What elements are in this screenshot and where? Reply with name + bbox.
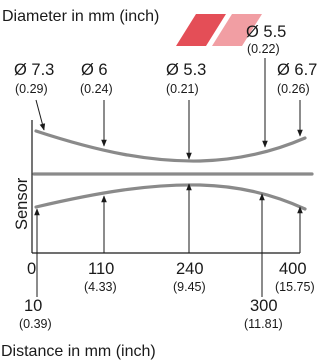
distance-sub-240: (9.45) xyxy=(173,280,206,294)
diameter-sub-4: (0.22) xyxy=(247,42,280,56)
watermark-logo xyxy=(176,14,262,46)
sensor-label: Sensor xyxy=(13,177,31,230)
distance-label-110: 110 xyxy=(88,260,114,278)
distance-axis-title: Distance in mm (inch) xyxy=(1,343,156,360)
diameter-label-4: Ø 5.5 xyxy=(246,23,286,41)
distance-label-10: 10 xyxy=(24,297,42,315)
diagram-title: Diameter in mm (inch) xyxy=(2,8,159,25)
distance-label-300: 300 xyxy=(250,297,278,315)
diameter-sub-5: (0.26) xyxy=(277,82,310,96)
diameter-label-2: Ø 6 xyxy=(81,61,108,79)
distance-sub-10: (0.39) xyxy=(19,317,52,331)
distance-label-0: 0 xyxy=(27,260,36,278)
distance-label-240: 240 xyxy=(176,260,204,278)
distance-sub-110: (4.33) xyxy=(84,280,117,294)
beam-upper-edge xyxy=(34,129,307,163)
arrow-diameter-1 xyxy=(35,99,46,131)
distance-label-400: 400 xyxy=(279,260,307,278)
diameter-label-1: Ø 7.3 xyxy=(14,61,54,79)
diameter-sub-2: (0.24) xyxy=(80,82,113,96)
diameter-sub-3: (0.21) xyxy=(166,82,199,96)
diameter-label-3: Ø 5.3 xyxy=(166,61,206,79)
diameter-label-5: Ø 6.7 xyxy=(277,61,317,79)
distance-sub-300: (11.81) xyxy=(244,317,283,331)
distance-sub-400: (15.75) xyxy=(275,280,315,294)
diameter-sub-1: (0.29) xyxy=(15,82,48,96)
beam-lower-edge xyxy=(34,183,307,211)
